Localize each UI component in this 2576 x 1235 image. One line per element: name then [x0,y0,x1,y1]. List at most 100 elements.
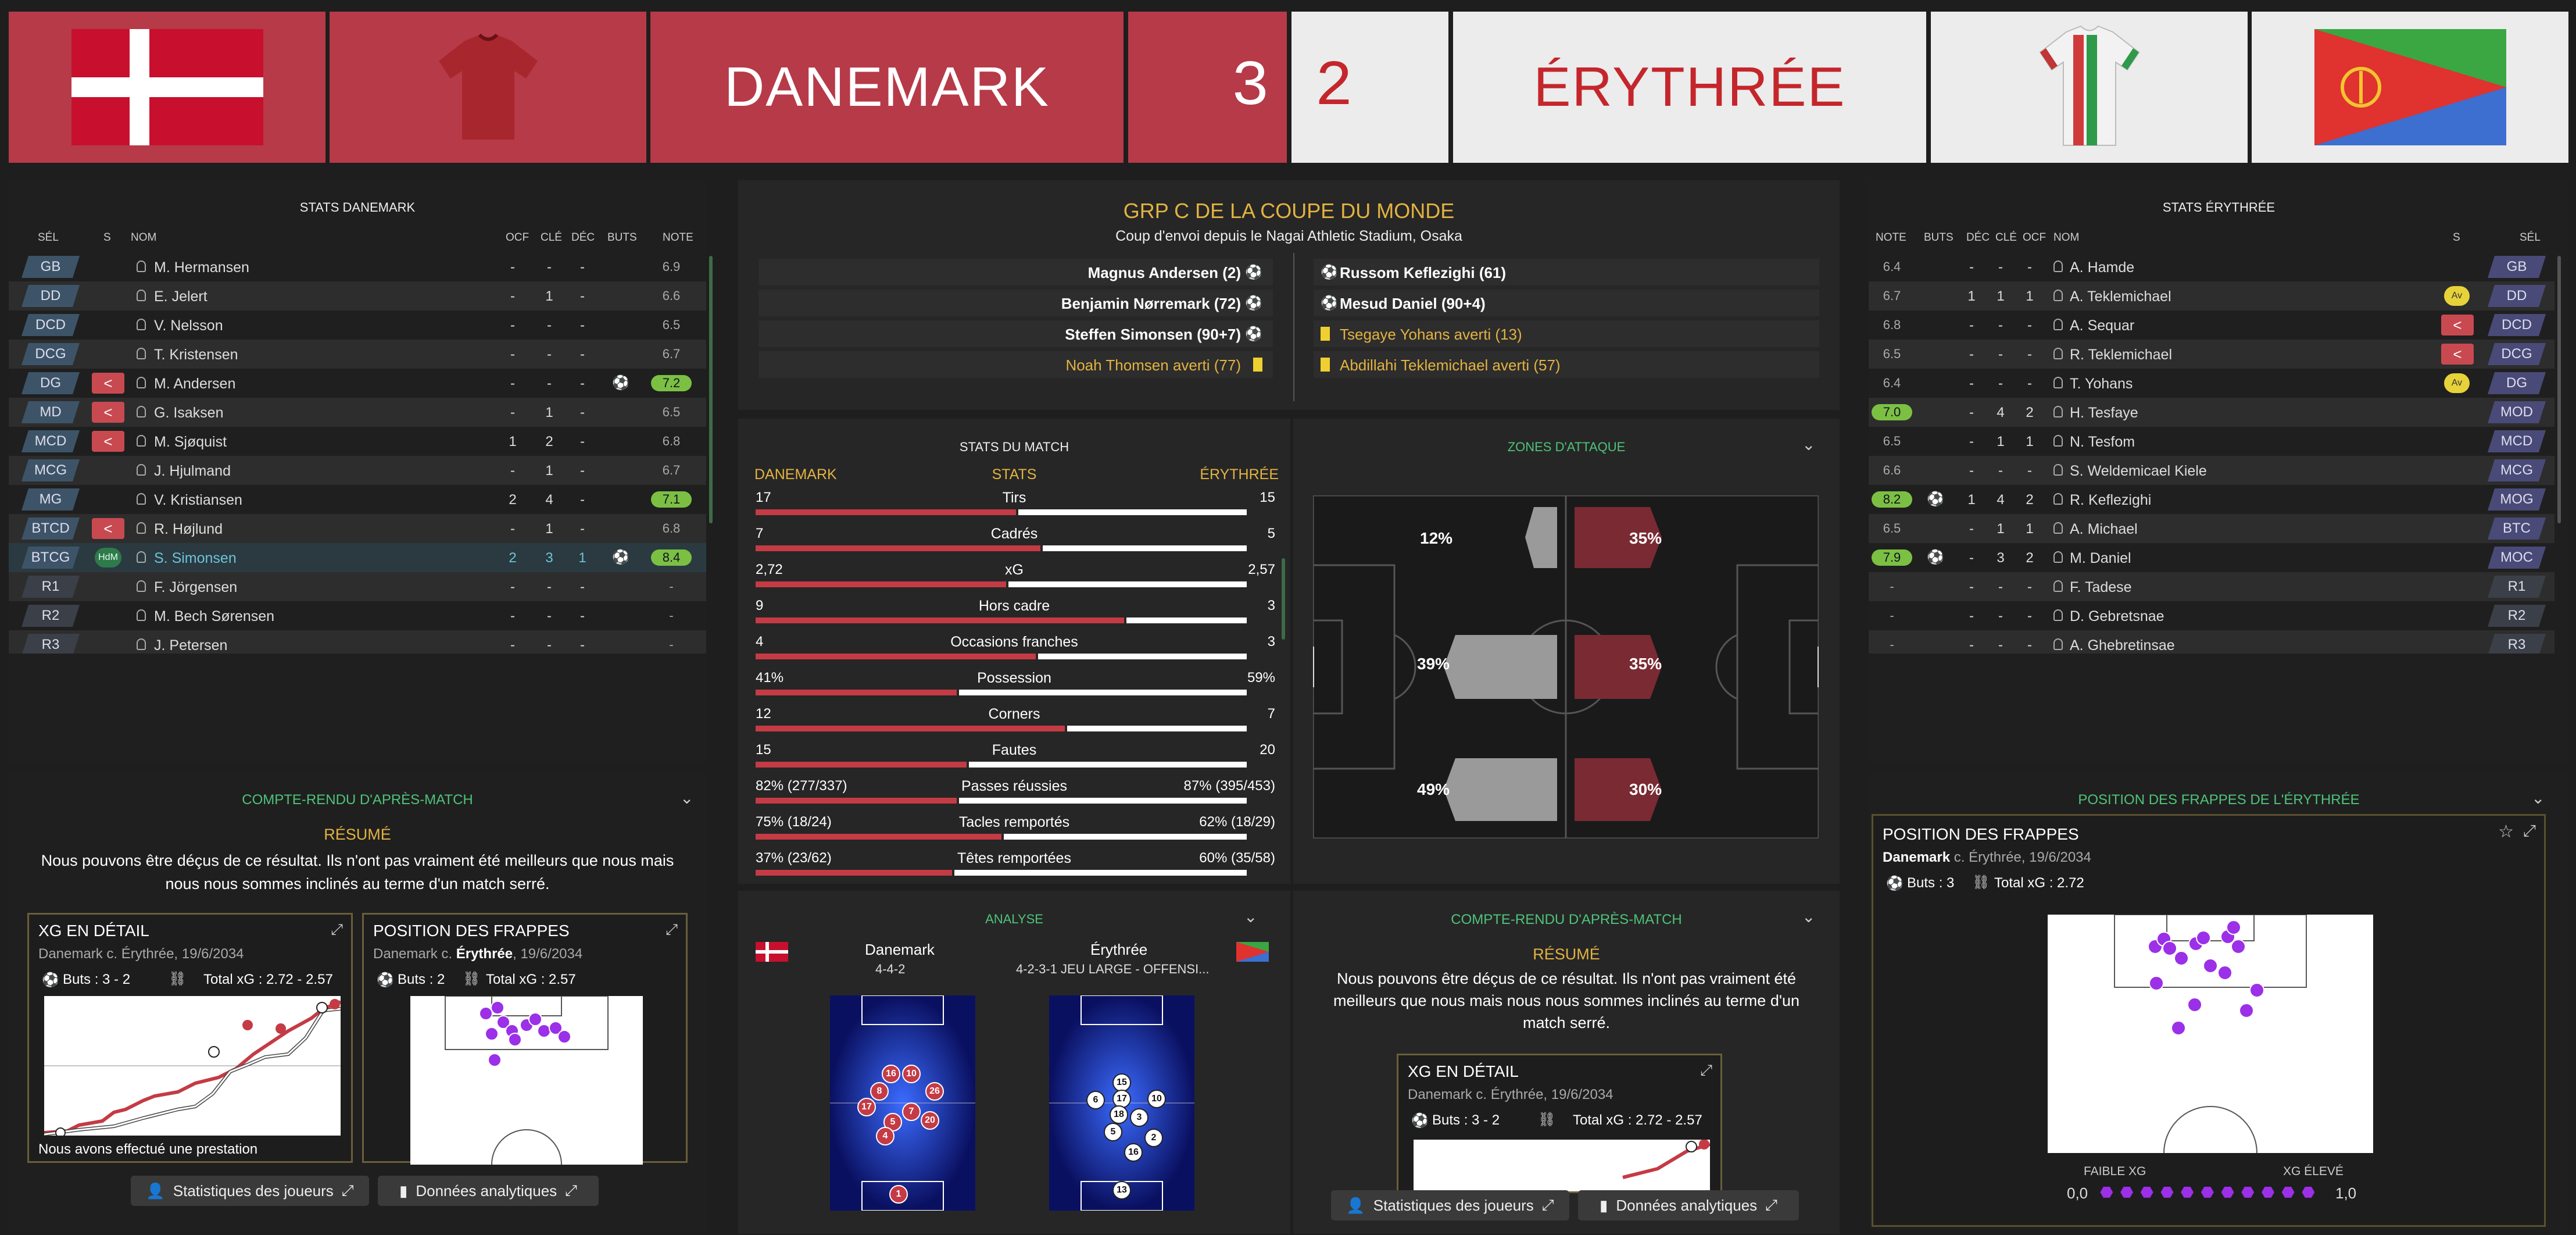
attack-zones-chevron-icon[interactable]: ⌄ [1802,436,1816,454]
player-name[interactable]: T. Yohans [2070,376,2133,392]
col-dec[interactable]: DÉC [571,231,595,244]
position-badge[interactable]: R2 [22,605,80,627]
player-token[interactable]: 13 [1112,1181,1131,1200]
table-row[interactable]: BTCG HdM S. Simonsen 2 3 1 ⚽ 8.4 [9,543,706,572]
col-nom[interactable]: NOM [2053,231,2080,244]
position-badge[interactable]: R1 [2488,576,2546,598]
player-token[interactable]: 7 [902,1102,921,1121]
mid-report-chevron-icon[interactable]: ⌄ [1802,908,1816,926]
col-s[interactable]: S [103,231,111,244]
table-row[interactable]: MCG J. Hjulmand - 1 - 6.7 [9,456,706,485]
position-badge[interactable]: GB [2488,256,2546,278]
col-cle[interactable]: CLÉ [541,231,562,244]
position-badge[interactable]: BTC [2488,517,2546,540]
substitution-icon[interactable]: < [92,373,124,394]
position-badge[interactable]: MD [22,401,80,423]
player-name[interactable]: A. Ghebretinsae [2070,637,2175,654]
position-badge[interactable]: MCD [2488,430,2546,452]
col-buts[interactable]: BUTS [607,231,637,244]
player-name[interactable]: R. Keflezighi [2070,492,2152,508]
player-name[interactable]: A. Sequar [2070,317,2135,334]
player-token[interactable]: 16 [882,1065,900,1083]
player-stats-button[interactable]: 👤 Statistiques des joueurs ⤢ [1331,1190,1569,1220]
position-badge[interactable]: MCG [2488,459,2546,481]
player-name[interactable]: T. Kristensen [154,347,238,363]
table-row[interactable]: DCD V. Nelsson - - - 6.5 [9,310,706,340]
position-badge[interactable]: MCG [22,459,80,481]
col-cle[interactable]: CLÉ [1995,231,2017,244]
table-row[interactable]: 6.7 1 1 1 A. Teklemichael Av DD [1869,281,2554,310]
expand-icon[interactable]: ⤢ [331,920,343,938]
position-badge[interactable]: DCG [22,343,80,365]
position-badge[interactable]: R1 [22,576,80,598]
col-sel[interactable]: SÉL [2520,231,2541,244]
player-token[interactable]: 1 [889,1185,908,1204]
position-badge[interactable]: DCD [22,314,80,336]
table-row[interactable]: - - - - F. Tadese R1 [1869,572,2554,601]
player-name[interactable]: M. Daniel [2070,550,2131,566]
position-badge[interactable]: GB [22,256,80,278]
position-badge[interactable]: BTCG [22,547,80,569]
table-row[interactable]: 6.5 - 1 1 N. Tesfom MCD [1869,427,2554,456]
expand-icon[interactable]: ⤢ [2523,822,2536,840]
table-row[interactable]: 6.4 - - - T. Yohans Av DG [1869,369,2554,398]
table-row[interactable]: - - - - A. Ghebretinsae R3 [1869,630,2554,654]
home-formation[interactable]: 4-4-2 [875,962,906,976]
player-token[interactable]: 4 [876,1127,895,1145]
player-token[interactable]: 16 [1124,1143,1143,1162]
table-row[interactable]: DD E. Jelert - 1 - 6.6 [9,281,706,310]
substitution-icon[interactable]: < [92,431,124,452]
player-name[interactable]: M. Bech Sørensen [154,608,275,624]
position-badge[interactable]: MG [22,488,80,511]
player-name[interactable]: S. Weldemicael Kiele [2070,463,2207,479]
position-badge[interactable]: BTCD [22,517,80,540]
player-name[interactable]: A. Hamde [2070,259,2135,276]
player-name[interactable]: J. Hjulmand [154,463,231,479]
position-badge[interactable]: DCD [2488,314,2546,336]
player-name[interactable]: N. Tesfom [2070,434,2135,450]
col-nom[interactable]: NOM [131,231,157,244]
player-name[interactable]: V. Nelsson [154,317,223,334]
position-badge[interactable]: R3 [22,634,80,654]
position-badge[interactable]: R2 [2488,605,2546,627]
left-report-chevron-icon[interactable]: ⌄ [680,789,694,807]
table-row[interactable]: 6.5 - - - R. Teklemichael < DCG [1869,340,2554,369]
player-name[interactable]: F. Jörgensen [154,579,238,595]
col-note[interactable]: NOTE [663,231,693,244]
player-token[interactable]: 8 [870,1082,889,1101]
position-badge[interactable]: DG [22,372,80,394]
player-token[interactable]: 18 [1110,1105,1128,1124]
stats-scrollbar[interactable] [1282,558,1285,640]
substitution-icon[interactable]: < [92,518,124,539]
expand-icon[interactable]: ⤢ [666,920,678,938]
table-row[interactable]: R2 M. Bech Sørensen - - - - [9,601,706,630]
player-token[interactable]: 5 [1104,1123,1122,1141]
position-badge[interactable]: MOG [2488,488,2546,511]
player-name[interactable]: M. Hermansen [154,259,249,276]
position-badge[interactable]: MOC [2488,547,2546,569]
player-token[interactable]: 17 [1112,1090,1131,1108]
player-token[interactable]: 3 [1130,1108,1149,1127]
player-name[interactable]: A. Michael [2070,521,2138,537]
table-row[interactable]: 6.6 - - - S. Weldemicael Kiele MCG [1869,456,2554,485]
table-row[interactable]: MD < G. Isaksen - 1 - 6.5 [9,398,706,427]
table-row[interactable]: GB M. Hermansen - - - 6.9 [9,252,706,281]
analytics-button[interactable]: ▮ Données analytiques ⤢ [378,1176,599,1206]
col-ocf[interactable]: OCF [2023,231,2047,244]
table-row[interactable]: 6.4 - - - A. Hamde GB [1869,252,2554,281]
table-row[interactable]: R1 F. Jörgensen - - - - [9,572,706,601]
player-name[interactable]: M. Andersen [154,376,236,392]
table-row[interactable]: MG V. Kristiansen 2 4 - 7.1 [9,485,706,514]
position-badge[interactable]: MOD [2488,401,2546,423]
player-name[interactable]: G. Isaksen [154,405,224,421]
substitution-icon[interactable]: < [2441,315,2474,335]
player-name[interactable]: M. Sjøquist [154,434,227,450]
player-name[interactable]: F. Tadese [2070,579,2132,595]
player-name[interactable]: S. Simonsen [154,550,237,566]
player-token[interactable]: 20 [921,1111,939,1130]
position-badge[interactable]: R3 [2488,634,2546,654]
player-name[interactable]: A. Teklemichael [2070,288,2171,305]
table-row[interactable]: 6.5 - 1 1 A. Michael BTC [1869,514,2554,543]
col-dec[interactable]: DÉC [1966,231,1990,244]
player-token[interactable]: 10 [902,1065,921,1083]
